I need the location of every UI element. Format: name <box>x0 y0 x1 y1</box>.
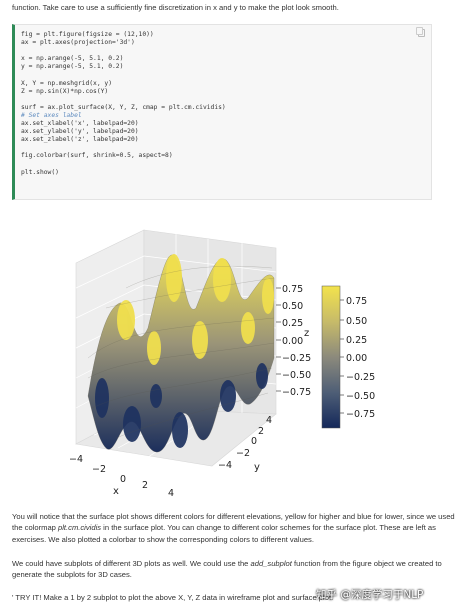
z-axis: 0.75 0.50 0.25 0.00 −0.25 −0.50 −0.75 z <box>276 284 311 398</box>
copy-icon[interactable] <box>416 27 425 37</box>
z-tick: −0.50 <box>282 370 311 381</box>
x-axis: −4 −2 0 2 4 x <box>69 454 174 499</box>
colorbar-tick: 0.25 <box>346 335 367 346</box>
y-tick: −2 <box>236 448 250 459</box>
z-tick: −0.25 <box>282 353 311 364</box>
function-name: add_subplot <box>250 559 292 568</box>
code-comment: # Set axes label <box>21 111 82 119</box>
code-content: fig = plt.figure(figsize = (12,10)) ax =… <box>21 31 226 177</box>
x-tick: 0 <box>120 474 126 485</box>
y-tick: 4 <box>266 415 272 426</box>
x-tick: −4 <box>69 454 83 465</box>
y-axis-label: y <box>254 462 260 473</box>
y-tick: 2 <box>258 426 264 437</box>
z-tick: 0.00 <box>282 336 303 347</box>
z-axis-label: z <box>304 328 309 339</box>
colorbar-tick: 0.75 <box>346 296 367 307</box>
colorbar: 0.75 0.50 0.25 0.00 −0.25 −0.50 −0.75 <box>321 285 375 429</box>
colormap-name: plt.cm.cividis <box>58 523 102 533</box>
paragraph-subplots: We could have subplots of different 3D p… <box>12 559 442 580</box>
x-axis-label: x <box>113 486 119 497</box>
z-tick: 0.25 <box>282 318 303 329</box>
colorbar-tick: −0.50 <box>346 391 375 402</box>
x-tick: 4 <box>168 488 174 499</box>
code-lines-a: fig = plt.figure(figsize = (12,10)) ax =… <box>21 31 226 111</box>
colorbar-tick: 0.00 <box>346 353 367 364</box>
paragraph-try-it: ' TRY IT! Make a 1 by 2 subplot to plot … <box>12 593 334 602</box>
x-tick: 2 <box>142 480 148 491</box>
y-tick: −4 <box>218 460 232 471</box>
surface-plot-figure: 0.75 0.50 0.25 0.00 −0.25 −0.50 −0.75 z … <box>69 229 375 499</box>
colorbar-tick: 0.50 <box>346 316 367 327</box>
x-tick: −2 <box>92 464 106 475</box>
paragraph-colormap: You will notice that the surface plot sh… <box>12 512 455 544</box>
z-tick: −0.75 <box>282 387 311 398</box>
surface <box>87 254 275 453</box>
z-tick: 0.50 <box>282 301 303 312</box>
y-tick: 0 <box>251 436 257 447</box>
z-tick: 0.75 <box>282 284 303 295</box>
watermark: 知乎 @深度学习于NLP <box>316 589 424 601</box>
code-block[interactable]: fig = plt.figure(figsize = (12,10)) ax =… <box>12 24 432 200</box>
code-lines-b: ax.set_xlabel('x', labelpad=20) ax.set_y… <box>21 120 173 176</box>
colorbar-tick: −0.75 <box>346 409 375 420</box>
intro-text: function. Take care to use a sufficientl… <box>12 3 339 12</box>
colorbar-tick: −0.25 <box>346 372 375 383</box>
y-axis: −4 −2 0 2 4 y <box>218 415 272 473</box>
